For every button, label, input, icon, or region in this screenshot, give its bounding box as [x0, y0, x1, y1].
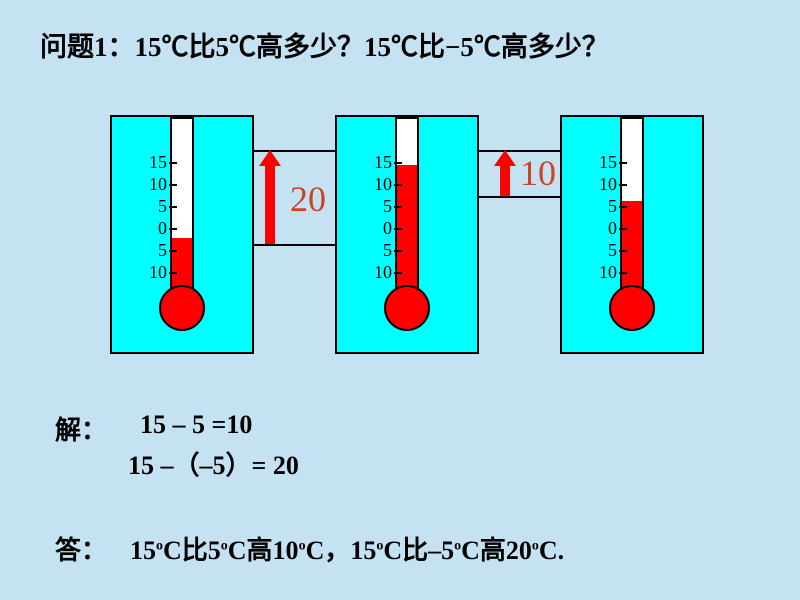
eq1-right: 10	[226, 410, 252, 439]
equation-1: 15 – 5 =10	[140, 410, 252, 440]
eq2-right: 20	[266, 451, 299, 480]
connector-line	[475, 196, 560, 198]
thermometer-scale: 151050510	[135, 151, 167, 283]
thermometer-1: 151050510	[335, 115, 479, 354]
thermometer-0: 151050510	[110, 115, 254, 354]
difference-label-1: 10	[520, 152, 556, 194]
thermometer-scale: 151050510	[360, 151, 392, 283]
eq2-left: 15 –（–5）=	[128, 451, 266, 480]
thermometer-bulb	[159, 285, 205, 331]
thermometer-2: 151050510	[560, 115, 704, 354]
equation-2: 15 –（–5）= 20	[128, 445, 299, 482]
difference-label-0: 20	[290, 178, 326, 220]
thermometer-bulb	[384, 285, 430, 331]
thermometer-tube	[620, 117, 644, 289]
thermometer-bulb	[609, 285, 655, 331]
thermometer-tube	[395, 117, 419, 289]
question-text: 问题1：15℃比5℃高多少？15℃比−5℃高多少？	[40, 25, 609, 64]
eq1-left: 15 – 5 =	[140, 410, 226, 439]
answer-text: 15oC比5oC高10oC，15oC比–5oC高20oC.	[130, 530, 564, 567]
thermometer-tube	[170, 117, 194, 289]
solution-label: 解：	[55, 410, 107, 447]
thermometer-scale: 151050510	[585, 151, 617, 283]
connector-line	[250, 244, 335, 246]
answer-label: 答：	[55, 530, 107, 567]
